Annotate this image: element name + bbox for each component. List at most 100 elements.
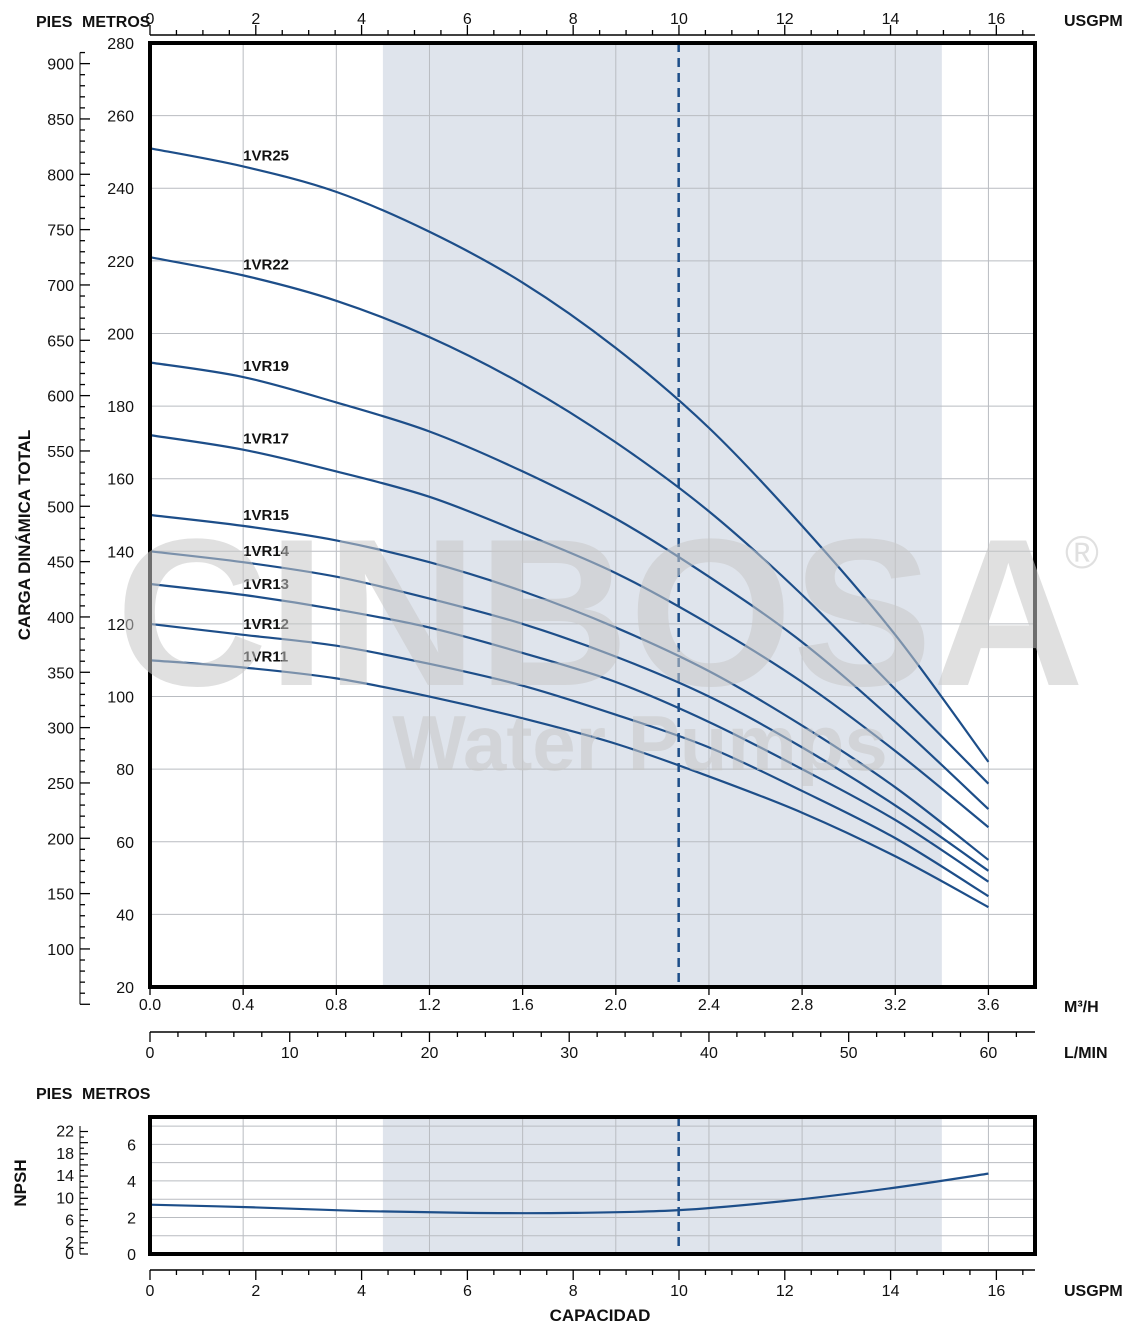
metros-tick-label: 20 — [116, 980, 134, 997]
npsh-curve — [149, 1172, 989, 1215]
curve-label-1VR15: 1VR15 — [243, 507, 289, 524]
usgpm-bottom-tick-label: 2 — [251, 1283, 260, 1300]
pies-tick-label: 200 — [47, 831, 74, 848]
usgpm-top-tick-label: 12 — [776, 11, 794, 28]
curve-1VR22 — [149, 256, 990, 785]
watermark-registered-mark: ® — [1065, 526, 1099, 578]
pies-tick-label: 300 — [47, 721, 74, 738]
metros-tick-label: 180 — [107, 399, 134, 416]
usgpm-top-tick-label: 6 — [463, 11, 472, 28]
npsh-metros-tick-label: 2 — [127, 1210, 136, 1227]
m3h-tick-label: 0.8 — [325, 997, 347, 1014]
curve-1VR13 — [149, 582, 990, 883]
curve-1VR11 — [149, 659, 989, 909]
pies-tick-label: 600 — [47, 389, 74, 406]
pies-tick-label: 800 — [47, 167, 74, 184]
lmin-tick-label: 60 — [980, 1045, 998, 1062]
y-axis-title: CARGA DINÁMICA TOTAL — [15, 430, 34, 641]
metros-tick-label: 120 — [107, 617, 134, 634]
main-performance-chart: 1VR25 1VR22 1VR19 1VR17 1VR15 1VR14 1VR13 1VR12… — [15, 11, 1122, 1062]
lmin-tick-label: 0 — [146, 1045, 155, 1062]
metros-tick-label: 60 — [116, 835, 134, 852]
npsh-metros-tick-label: 6 — [127, 1137, 136, 1154]
pies-tick-label: 100 — [47, 942, 74, 959]
pies-tick-label: 750 — [47, 223, 74, 240]
npsh-metros-tick-label: 4 — [127, 1174, 136, 1191]
lmin-unit-label: L/MIN — [1064, 1045, 1108, 1062]
pies-tick-label: 500 — [47, 499, 74, 516]
capacidad-axis-title: CAPACIDAD — [550, 1306, 651, 1325]
usgpm-bottom-tick-label: 10 — [670, 1283, 688, 1300]
usgpm-bottom-tick-label: 16 — [987, 1283, 1005, 1300]
npsh-operating-range-shade — [382, 1117, 942, 1254]
m3h-unit-label: M³/H — [1064, 999, 1099, 1016]
pies-tick-label: 350 — [47, 665, 74, 682]
metros-tick-label: 140 — [107, 544, 134, 561]
lmin-tick-label: 10 — [281, 1045, 299, 1062]
npsh-pies-tick-label: 10 — [56, 1190, 74, 1207]
pies-tick-label: 850 — [47, 112, 74, 129]
pies-tick-label: 250 — [47, 776, 74, 793]
m3h-tick-label: 0.4 — [232, 997, 254, 1014]
npsh-metros-unit-label: METROS — [82, 1086, 151, 1103]
usgpm-top-tick-label: 2 — [251, 11, 260, 28]
pies-tick-label: 400 — [47, 610, 74, 627]
metros-tick-label: 100 — [107, 690, 134, 707]
metros-tick-label: 40 — [116, 907, 134, 924]
lmin-tick-label: 40 — [700, 1045, 718, 1062]
usgpm-top-tick-label: 8 — [569, 11, 578, 28]
pies-tick-label: 550 — [47, 444, 74, 461]
curve-1VR17 — [149, 434, 990, 829]
metros-tick-label: 80 — [116, 762, 134, 779]
pies-tick-label: 150 — [47, 887, 74, 904]
usgpm-bottom-tick-label: 6 — [463, 1283, 472, 1300]
m3h-tick-label: 3.2 — [884, 997, 906, 1014]
m3h-tick-label: 0.0 — [139, 997, 161, 1014]
curve-label-1VR25: 1VR25 — [243, 147, 289, 164]
npsh-pies-tick-label: 2 — [65, 1235, 74, 1252]
curve-label-1VR17: 1VR17 — [243, 431, 289, 448]
curve-label-1VR22: 1VR22 — [243, 256, 289, 273]
curve-1VR15 — [149, 513, 990, 861]
pies-unit-label: PIES — [36, 14, 73, 31]
usgpm-top-tick-label: 4 — [357, 11, 366, 28]
npsh-pies-unit-label: PIES — [36, 1086, 73, 1103]
metros-tick-label: 260 — [107, 109, 134, 126]
npsh-axis-title: NPSH — [11, 1159, 30, 1206]
plot-frame — [148, 41, 1037, 989]
watermark: CINBOSA ® Water Pumps — [116, 495, 1099, 787]
usgpm-bottom-tick-label: 12 — [776, 1283, 794, 1300]
m3h-tick-label: 2.0 — [605, 997, 627, 1014]
pies-tick-label: 450 — [47, 555, 74, 572]
pies-tick-label: 650 — [47, 333, 74, 350]
npsh-pies-tick-label: 6 — [65, 1213, 74, 1230]
usgpm-top-tick-label: 14 — [882, 11, 900, 28]
curve-1VR14 — [149, 550, 990, 872]
usgpm-bottom-tick-label: 14 — [882, 1283, 900, 1300]
usgpm-bottom-tick-label: 0 — [146, 1283, 155, 1300]
usgpm-bottom-tick-label: 4 — [357, 1283, 366, 1300]
watermark-brand: CINBOSA — [116, 495, 1084, 730]
curve-1VR19 — [149, 361, 990, 810]
metros-unit-label: METROS — [82, 14, 151, 31]
watermark-tagline: Water Pumps — [392, 699, 888, 787]
usgpm-top-tick-label: 10 — [670, 11, 688, 28]
m3h-tick-label: 2.8 — [791, 997, 813, 1014]
npsh-metros-tick-label: 0 — [127, 1247, 136, 1264]
usgpm-top-tick-label: 16 — [987, 11, 1005, 28]
lmin-tick-label: 50 — [840, 1045, 858, 1062]
npsh-pies-tick-label: 18 — [56, 1146, 74, 1163]
usgpm-bottom-unit: USGPM — [1064, 1283, 1122, 1300]
npsh-pies-tick-label: 0 — [65, 1246, 74, 1263]
curve-label-1VR12: 1VR12 — [243, 616, 289, 633]
lmin-tick-label: 30 — [560, 1045, 578, 1062]
metros-tick-label: 280 — [107, 36, 134, 53]
curve-label-1VR19: 1VR19 — [243, 358, 289, 375]
curve-label-1VR13: 1VR13 — [243, 576, 289, 593]
metros-tick-label: 160 — [107, 472, 134, 489]
pies-tick-label: 900 — [47, 57, 74, 74]
m3h-tick-label: 2.4 — [698, 997, 720, 1014]
m3h-tick-label: 3.6 — [977, 997, 999, 1014]
